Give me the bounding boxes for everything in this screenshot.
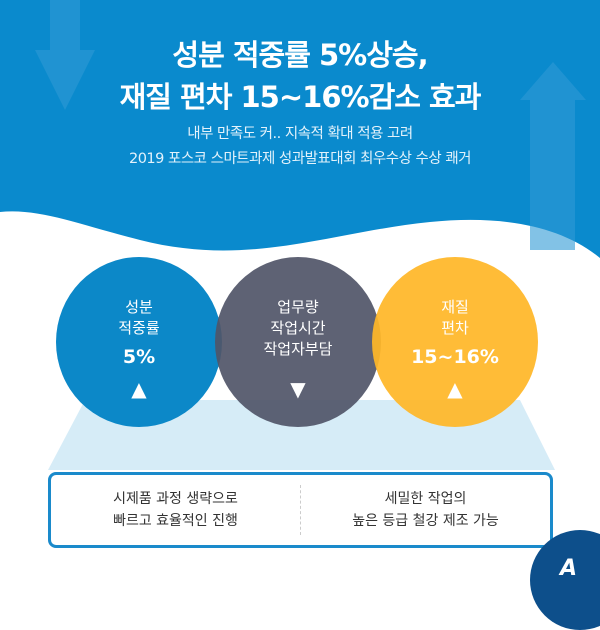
circle-material-deviation: 재질 편차 15~16% ▲	[372, 257, 538, 427]
benefit-text: 빠르고 효율적인 진행	[113, 513, 238, 529]
circle-label: 업무량	[277, 298, 319, 316]
up-triangle-icon: ▲	[131, 377, 147, 401]
circle-value: 15~16%	[411, 346, 499, 368]
circle-label: 작업자부담	[263, 340, 333, 358]
subheadline: 내부 만족도 커.. 지속적 확대 적용 고려 2019 포스코 스마트과제 성…	[0, 122, 600, 172]
benefit-text: 세밀한 작업의	[384, 491, 467, 507]
circle-label: 적중률	[118, 319, 160, 337]
circle-label: 재질	[441, 298, 469, 316]
circle-label: 작업시간	[270, 319, 326, 337]
benefit-text: 높은 등급 철강 제조 가능	[352, 513, 499, 529]
circle-workload: 업무량 작업시간 작업자부담 ▼	[215, 257, 381, 427]
headline: 성분 적중률 5%상승, 재질 편차 15~16%감소 효과	[0, 34, 600, 118]
headline-line-1: 성분 적중률 5%상승,	[172, 38, 428, 72]
down-triangle-icon: ▼	[290, 377, 306, 401]
up-triangle-icon: ▲	[447, 377, 463, 401]
circle-value: 5%	[122, 346, 156, 368]
down-arrow-deco	[35, 0, 95, 110]
benefit-text: 시제품 과정 생략으로	[113, 491, 238, 507]
circle-label: 성분	[125, 298, 153, 316]
logo-mark: A	[560, 556, 578, 581]
subheadline-line-2: 2019 포스코 스마트과제 성과발표대회 최우수상 수상 쾌거	[128, 151, 472, 167]
divider	[300, 485, 301, 535]
up-arrow-deco	[520, 62, 586, 250]
circle-composition-accuracy: 성분 적중률 5% ▲	[56, 257, 222, 427]
circle-label: 편차	[441, 319, 469, 337]
headline-line-2: 재질 편차 15~16%감소 효과	[119, 80, 482, 114]
subheadline-line-1: 내부 만족도 커.. 지속적 확대 적용 고려	[187, 126, 413, 142]
